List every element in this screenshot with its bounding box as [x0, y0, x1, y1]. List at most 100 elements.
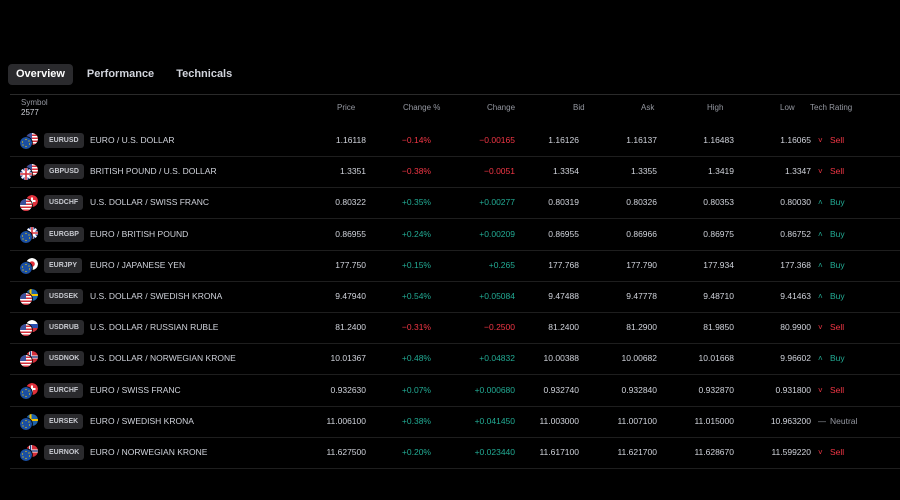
ask-cell: 177.790 [626, 259, 657, 270]
bid-cell: 177.768 [548, 259, 579, 270]
price-cell: 11.627500 [326, 447, 366, 457]
price-cell: 10.01367 [330, 353, 366, 364]
tech-rating: — Neutral [818, 406, 857, 437]
table-row[interactable]: GBPUSD BRITISH POUND / U.S. DOLLAR 1.3351 −… [10, 156, 900, 189]
column-header-change[interactable]: Change [487, 103, 516, 112]
currency-pair-flags-icon [19, 194, 39, 213]
eu-flag-icon [19, 229, 33, 244]
ticker-badge[interactable]: EURJPY [44, 257, 83, 273]
tech-rating-label: Buy [830, 291, 845, 301]
change-percent-cell: +0.24% [401, 228, 431, 239]
ticker-badge[interactable]: EURUSD [44, 133, 84, 148]
ask-cell: 0.80326 [626, 197, 657, 208]
low-cell: 80.9900 [780, 322, 811, 333]
change-cell: +0.00277 [479, 197, 515, 208]
us-flag-icon [19, 354, 33, 369]
tech-rating-label: Buy [830, 259, 845, 270]
table-row[interactable]: USDCHF U.S. DOLLAR / SWISS FRANC 0.80322 +0… [10, 187, 900, 220]
ticker-badge[interactable]: USDCHF [44, 195, 84, 211]
ticker-badge[interactable]: EURNOK [44, 445, 85, 460]
column-header-symbol[interactable]: Symbol 2577 [21, 98, 48, 118]
high-cell: 9.48710 [703, 291, 734, 301]
ticker-badge[interactable]: USDSEK [44, 289, 84, 304]
high-cell: 0.86975 [703, 228, 734, 239]
low-cell: 0.80030 [780, 197, 811, 208]
ticker-badge[interactable]: GBPUSD [44, 164, 84, 180]
change-cell: +0.265 [488, 259, 515, 270]
tech-rating-label: Sell [830, 322, 845, 333]
column-header-ask[interactable]: Ask [641, 103, 655, 112]
chevron-up-icon: ˄ [818, 354, 823, 364]
pair-description: U.S. DOLLAR / SWEDISH KRONA [90, 291, 223, 301]
high-cell: 177.934 [703, 259, 734, 270]
ticker-badge[interactable]: EURGBP [44, 226, 84, 242]
tech-rating-label: Buy [830, 197, 845, 208]
change-percent-cell: +0.15% [401, 259, 431, 270]
tech-rating: ˅ Sell [818, 156, 844, 187]
tech-rating: ˅ Sell [818, 375, 844, 406]
change-percent-cell: +0.54% [401, 291, 431, 301]
chevron-down-icon: ˅ [818, 323, 823, 333]
table-row[interactable]: EURNOK EURO / NORWEGIAN KRONE 11.627500 +0.… [10, 437, 900, 469]
bid-cell: 10.00388 [543, 353, 579, 364]
bid-cell: 1.16126 [548, 135, 579, 145]
column-header-price[interactable]: Price [337, 103, 356, 112]
currency-pair-flags-icon [19, 444, 39, 462]
currency-pair-flags-icon [19, 319, 39, 337]
ticker-badge[interactable]: USDRUB [44, 320, 84, 336]
table-row[interactable]: EURUSD EURO / U.S. DOLLAR 1.16118 −0.14% −0.… [10, 125, 900, 157]
column-header-change-percent[interactable]: Change % [403, 103, 441, 112]
currency-pair-flags-icon [19, 257, 39, 275]
ask-cell: 9.47778 [626, 291, 657, 301]
low-cell: 0.86752 [780, 228, 811, 239]
low-cell: 0.931800 [775, 384, 811, 395]
ask-cell: 0.932840 [621, 384, 657, 395]
bid-cell: 11.617100 [539, 447, 579, 457]
bid-cell: 0.86955 [548, 228, 579, 239]
pair-description: EURO / U.S. DOLLAR [90, 135, 175, 145]
currency-pair-flags-icon [19, 226, 39, 244]
bid-cell: 0.80319 [548, 197, 579, 208]
ticker-badge[interactable]: USDNOK [44, 351, 85, 367]
change-percent-cell: +0.07% [401, 384, 431, 395]
eu-flag-icon [19, 136, 33, 150]
table-row[interactable]: EURJPY EURO / JAPANESE YEN 177.750 +0.15% +0… [10, 250, 900, 282]
column-header-low[interactable]: Low [780, 103, 795, 112]
tab-technicals[interactable]: Technicals [176, 68, 233, 80]
currency-pair-flags-icon [19, 350, 39, 369]
table-row[interactable]: USDSEK U.S. DOLLAR / SWEDISH KRONA 9.47940… [10, 281, 900, 313]
change-cell: −0.0051 [484, 166, 515, 177]
tab-performance[interactable]: Performance [86, 68, 155, 80]
tech-rating-label: Neutral [830, 415, 858, 426]
table-row[interactable]: EURCHF EURO / SWISS FRANC 0.932630 +0.07% +0… [10, 375, 900, 407]
table-row[interactable]: EURSEK EURO / SWEDISH KRONA 11.006100 +0.38… [10, 406, 900, 438]
tab-overview[interactable]: Overview [8, 64, 73, 85]
high-cell: 1.16483 [703, 135, 734, 145]
eu-flag-icon [19, 416, 33, 431]
header-divider [10, 94, 900, 95]
price-cell: 0.80322 [335, 197, 366, 208]
bid-cell: 11.003000 [539, 415, 579, 426]
pair-description: EURO / BRITISH POUND [90, 228, 189, 239]
low-cell: 11.599220 [771, 447, 811, 457]
ticker-badge[interactable]: EURCHF [44, 382, 84, 398]
column-header-tech-rating[interactable]: Tech Rating [810, 103, 853, 112]
low-cell: 1.16065 [780, 135, 811, 145]
table-row[interactable]: EURGBP EURO / BRITISH POUND 0.86955 +0.24% +… [10, 219, 900, 251]
pair-description: EURO / JAPANESE YEN [90, 259, 186, 270]
ticker-badge[interactable]: EURSEK [44, 413, 84, 429]
ask-cell: 11.007100 [617, 415, 657, 426]
price-cell: 9.47940 [335, 291, 366, 301]
high-cell: 81.9850 [703, 322, 734, 333]
high-cell: 1.3419 [708, 166, 734, 177]
column-header-bid[interactable]: Bid [573, 103, 585, 112]
table-row[interactable]: USDNOK U.S. DOLLAR / NORWEGIAN KRONE 10.01… [10, 343, 900, 376]
low-cell: 10.963200 [770, 415, 811, 426]
dash-icon: — [818, 416, 826, 426]
tech-rating-label: Sell [830, 166, 845, 177]
low-cell: 177.368 [780, 259, 811, 270]
low-cell: 9.41463 [780, 291, 811, 301]
table-row[interactable]: USDRUB U.S. DOLLAR / RUSSIAN RUBLE 81.2400… [10, 312, 900, 345]
change-cell: −0.00165 [479, 135, 515, 145]
column-header-high[interactable]: High [707, 103, 724, 112]
